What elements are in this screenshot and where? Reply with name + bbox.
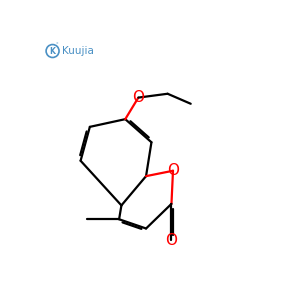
Text: K: K	[50, 46, 56, 56]
Text: °: °	[56, 42, 58, 47]
Text: Kuujia: Kuujia	[62, 46, 94, 56]
Text: O: O	[167, 163, 179, 178]
Text: O: O	[166, 232, 178, 247]
Text: O: O	[132, 90, 144, 105]
